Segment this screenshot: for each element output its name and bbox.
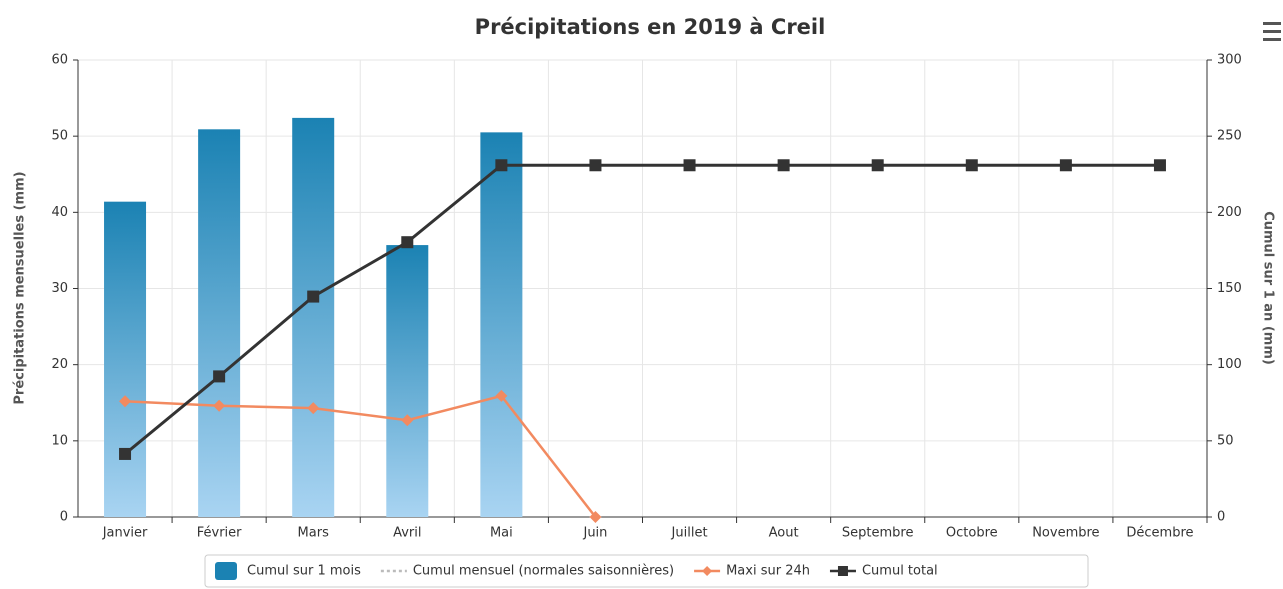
legend-item[interactable]: Cumul total	[829, 564, 938, 579]
y2-tick-label: 250	[1217, 129, 1242, 144]
marker	[307, 402, 320, 415]
marker	[401, 236, 414, 249]
marker	[213, 370, 226, 383]
marker	[777, 159, 790, 172]
legend-box	[204, 554, 1089, 588]
line	[124, 394, 597, 518]
y-tick-label: 60	[51, 53, 68, 68]
y-tick-label: 30	[51, 281, 68, 296]
x-tick-label: Janvier	[102, 526, 148, 541]
chart-title: Précipitations en 2019 à Creil	[475, 15, 826, 39]
marker	[307, 290, 320, 303]
marker	[589, 511, 602, 523]
y2-tick-label: 50	[1217, 433, 1234, 448]
y2-tick-label: 100	[1217, 357, 1242, 372]
legend-marker	[837, 566, 848, 576]
legend-label: Cumul sur 1 mois	[247, 564, 361, 579]
y2-tick-label: 200	[1217, 205, 1242, 220]
marker	[871, 159, 884, 172]
marker	[1059, 159, 1072, 172]
y-tick-label: 10	[51, 433, 68, 448]
x-tick-label: Février	[197, 526, 242, 541]
marker	[1153, 159, 1166, 172]
marker	[119, 447, 132, 460]
marker	[213, 399, 226, 412]
y-tick-label: 20	[51, 357, 68, 372]
marker	[495, 159, 508, 172]
y-axis-title: Précipitations mensuelles (mm)	[13, 171, 28, 404]
legend-marker	[702, 566, 713, 576]
x-tick-label: Décembre	[1126, 526, 1193, 541]
legend-label: Cumul total	[862, 564, 938, 579]
y2-tick-label: 150	[1217, 281, 1242, 296]
y-tick-label: 0	[60, 510, 68, 525]
y2-axis-title: Cumul sur 1 an (mm)	[1261, 211, 1276, 365]
x-tick-label: Aout	[769, 526, 799, 541]
legend-label: Cumul mensuel (normales saisonnières)	[413, 564, 674, 579]
marker	[495, 389, 508, 402]
x-tick-label: Octobre	[946, 526, 998, 541]
bar	[386, 245, 429, 517]
x-tick-label: Septembre	[842, 526, 914, 541]
bar	[104, 201, 147, 518]
marker	[401, 414, 414, 427]
marker	[683, 159, 696, 172]
x-tick-label: Novembre	[1032, 526, 1099, 541]
legend-item[interactable]: Cumul sur 1 mois	[215, 562, 361, 580]
bar	[292, 117, 335, 518]
x-tick-label: Mai	[490, 526, 513, 541]
legend-label: Maxi sur 24h	[726, 564, 810, 579]
x-tick-label: Mars	[298, 526, 330, 541]
line	[124, 163, 1160, 456]
y-tick-label: 50	[51, 129, 68, 144]
y-tick-label: 40	[51, 205, 68, 220]
bar	[198, 129, 241, 518]
y2-tick-label: 0	[1217, 510, 1225, 525]
x-tick-label: Juin	[582, 526, 607, 541]
bar	[480, 132, 523, 517]
x-tick-label: Juillet	[671, 526, 708, 541]
x-tick-label: Avril	[393, 526, 421, 541]
legend-item[interactable]: Cumul mensuel (normales saisonnières)	[380, 564, 674, 579]
marker	[119, 395, 132, 408]
legend-item[interactable]: Maxi sur 24h	[694, 564, 810, 579]
marker	[589, 159, 602, 172]
menu-icon[interactable]	[1263, 22, 1281, 41]
marker	[965, 159, 978, 172]
y2-tick-label: 300	[1217, 53, 1242, 68]
legend-swatch	[215, 562, 237, 580]
